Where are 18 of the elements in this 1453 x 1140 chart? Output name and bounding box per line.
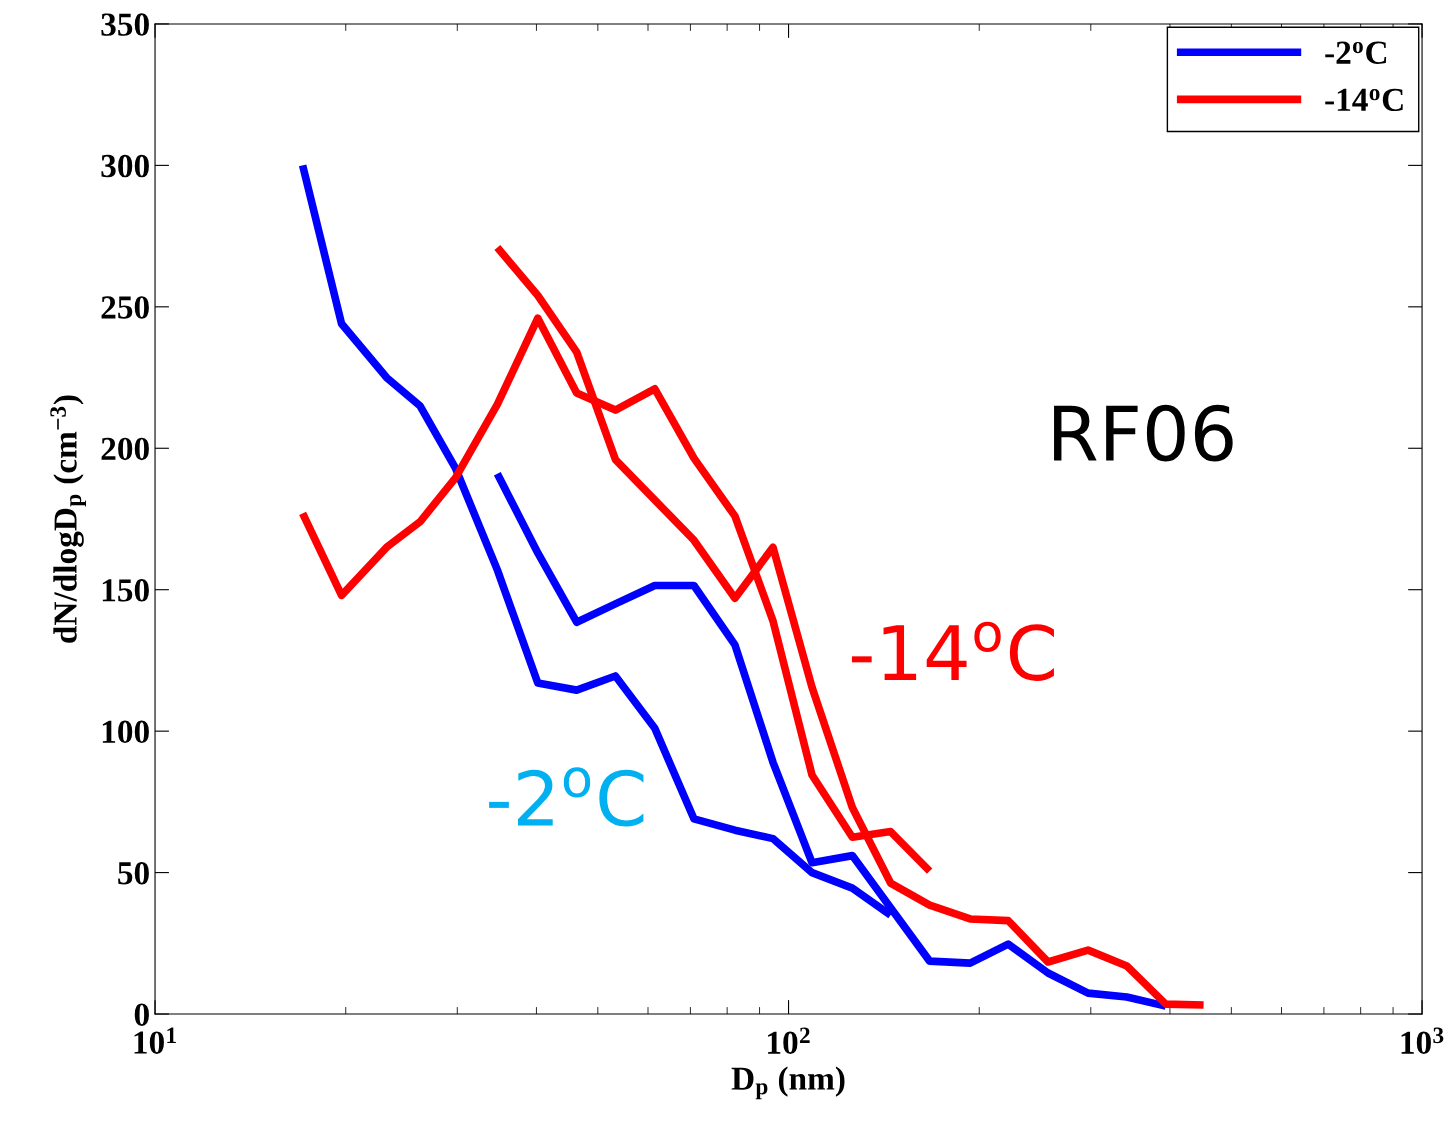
x-tick-label: 10$^{1}$	[134, 1027, 176, 1054]
annotation: -2$^{o}$C	[489, 767, 644, 827]
y-tick-label: 200	[101, 437, 149, 461]
y-tick-label: 100	[102, 720, 149, 744]
y-tick-label: 50	[118, 861, 149, 885]
x-axis-title: D$_{p}$ (nm)	[731, 1066, 845, 1100]
x-tick-label: 10$^{3}$	[1401, 1027, 1444, 1054]
legend-label: -2$^{o}$C	[1325, 41, 1387, 65]
annotation: RF06	[1054, 404, 1233, 462]
y-tick-label: 150	[102, 579, 149, 602]
y-tick-label: 250	[101, 296, 149, 319]
legend-label: -14$^{o}$C	[1325, 88, 1403, 112]
y-tick-label: 350	[101, 13, 149, 36]
y-tick-label: 300	[101, 154, 149, 178]
y-axis-title: dN/dlogD$_{p}$ (cm$^{−3}$)	[50, 395, 87, 643]
annotation: -14$^{o}$C	[851, 621, 1054, 681]
y-tick-label: 0	[134, 1003, 149, 1026]
x-tick-label: 10$^{2}$	[768, 1027, 810, 1054]
